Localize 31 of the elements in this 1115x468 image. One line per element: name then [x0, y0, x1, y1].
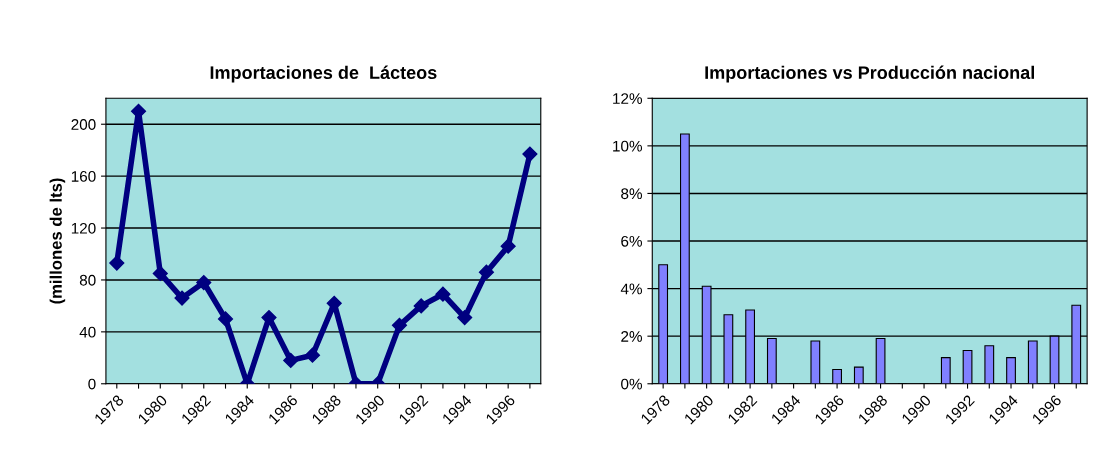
point [457, 310, 473, 326]
y-tick-label: 2% [621, 331, 643, 342]
point [478, 264, 494, 280]
y-tick-label: 160 [71, 171, 96, 182]
point [217, 311, 234, 327]
point [500, 238, 516, 254]
y-tick-label: 10% [613, 140, 643, 152]
point [152, 265, 168, 282]
point [261, 310, 277, 326]
point [109, 255, 125, 271]
point [174, 290, 190, 306]
y-tick-label: 0% [621, 378, 643, 390]
y-tick-label: 0 [88, 378, 96, 390]
y-tick-label: 4% [620, 283, 643, 295]
point [196, 274, 212, 291]
y-tick-label: 6% [621, 235, 643, 247]
point [283, 352, 299, 368]
chart-title: Importaciones vs Producción nacional [705, 65, 1034, 83]
point [391, 317, 408, 333]
point [435, 286, 451, 302]
chart-title: Importaciones de Lácteos [210, 65, 437, 83]
y-tick-label: 40 [79, 326, 96, 338]
point [304, 347, 321, 363]
y-tick-label: 80 [79, 274, 96, 286]
y-tick-label: 8% [621, 188, 643, 200]
y-tick-label: 12% [613, 93, 643, 104]
point [413, 298, 429, 314]
y-tick-label: 200 [71, 119, 96, 130]
point [522, 146, 538, 162]
y-axis-title: (millones de lts) [49, 178, 66, 304]
y-tick-label: 120 [71, 222, 96, 234]
